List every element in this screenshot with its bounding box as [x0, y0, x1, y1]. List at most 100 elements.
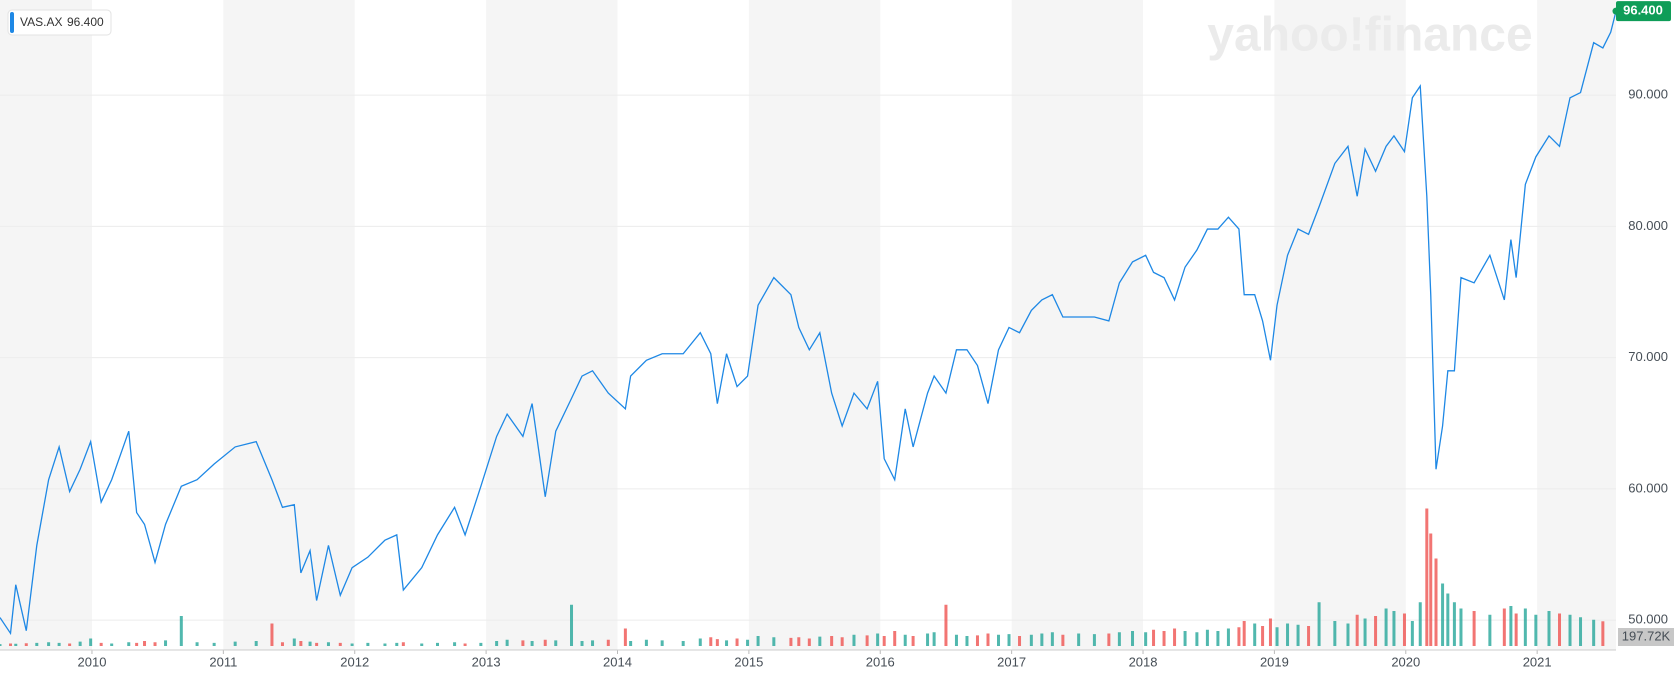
year-band [0, 0, 92, 650]
volume-bar [99, 642, 103, 646]
volume-bar [315, 642, 319, 646]
volume-bar [789, 637, 793, 646]
y-tick-label: 70.000 [1628, 349, 1668, 364]
volume-bar [395, 642, 399, 646]
year-band [486, 0, 618, 650]
watermark: yahoo!finance [1207, 9, 1532, 62]
volume-bar [681, 641, 685, 646]
volume-bar [1195, 632, 1199, 646]
volume-bar [852, 634, 856, 646]
volume-bar [1040, 633, 1044, 646]
volume-bar [212, 642, 216, 646]
price-line [0, 11, 1617, 636]
volume-bar [1183, 631, 1187, 646]
volume-bar [308, 641, 312, 646]
volume-bar [1374, 616, 1378, 646]
volume-bar [350, 643, 354, 646]
volume-bar [1144, 632, 1148, 646]
volume-bar [903, 634, 907, 646]
volume-bar [818, 636, 822, 646]
volume-bar [1237, 627, 1241, 646]
volume-bar [1441, 583, 1445, 646]
year-band [1537, 0, 1616, 650]
badges: 96.400 197.72K [1616, 1, 1674, 646]
volume-bar [954, 634, 958, 646]
volume-bar [1117, 632, 1121, 646]
volume-bar [932, 632, 936, 646]
volume-bar [143, 641, 147, 646]
volume-bar [57, 642, 61, 646]
volume-bar [1384, 608, 1388, 646]
volume-bar [715, 639, 719, 646]
volume-bar [644, 639, 648, 646]
volume-bar [338, 642, 342, 646]
volume-bar [292, 638, 296, 646]
volume-bar [1029, 634, 1033, 646]
volume-bar [570, 604, 574, 646]
x-tick-label: 2015 [734, 654, 763, 669]
volume-bar [735, 638, 739, 646]
legend: VAS.AX 96.400 [7, 9, 112, 36]
volume-bar [14, 643, 18, 646]
volume-bar [280, 642, 284, 646]
volume-bar [164, 640, 168, 646]
volume-bar [591, 640, 595, 646]
volume-bar [746, 639, 750, 646]
volume-bar [606, 639, 610, 646]
price-badge [1616, 1, 1671, 22]
volume-bar [9, 643, 13, 646]
volume-bar [1226, 628, 1230, 646]
volume-bar [1509, 606, 1513, 646]
volume-bar [1488, 614, 1492, 646]
y-tick-label: 80.000 [1628, 218, 1668, 233]
volume [0, 508, 1605, 646]
volume-bar [1363, 618, 1367, 646]
volume-bar [1429, 533, 1433, 646]
y-tick-label: 90.000 [1628, 87, 1668, 102]
volume-bar [1333, 621, 1337, 646]
volume-bar [975, 635, 979, 646]
volume-bar [1592, 619, 1596, 646]
volume-bar [1077, 633, 1081, 646]
volume-bar [1107, 633, 1111, 646]
volume-bar [543, 639, 547, 646]
volume-bar [893, 631, 897, 646]
volume-bar [1205, 629, 1209, 646]
price-badge-label: 96.400 [1623, 3, 1663, 18]
volume-bar [195, 642, 199, 646]
volume-bar [1418, 602, 1422, 646]
volume-bar [1502, 608, 1506, 646]
volume-bar [530, 641, 534, 646]
volume-badge-label: 197.72K [1622, 628, 1671, 643]
volume-bar [830, 636, 834, 646]
volume-bar [420, 643, 424, 646]
year-band [223, 0, 355, 650]
volume-bar [1253, 623, 1257, 646]
year-band [748, 0, 881, 650]
volume-bar [1296, 624, 1300, 646]
volume-bar [911, 636, 915, 646]
volume-bar [986, 633, 990, 646]
volume-bar [326, 642, 330, 646]
volume-bar [1018, 636, 1022, 646]
volume-bar [797, 637, 801, 646]
year-band [1011, 0, 1144, 650]
year-band [1274, 0, 1406, 650]
y-tick-label: 50.000 [1628, 612, 1668, 627]
volume-bar [1514, 613, 1518, 646]
volume-bar [463, 643, 467, 646]
volume-bar [68, 643, 72, 646]
volume-bar [89, 638, 93, 646]
volume-bar [1261, 626, 1265, 646]
volume-bar [1162, 631, 1166, 646]
volume-bar [299, 641, 303, 646]
volume-bar [436, 642, 440, 646]
x-tick-label: 2014 [603, 654, 632, 669]
volume-bar [1568, 614, 1572, 646]
volume-bar [270, 623, 274, 646]
volume-bar [24, 643, 28, 646]
volume-bar [47, 642, 51, 646]
volume-bar [926, 633, 930, 646]
x-tick-label: 2018 [1129, 654, 1158, 669]
